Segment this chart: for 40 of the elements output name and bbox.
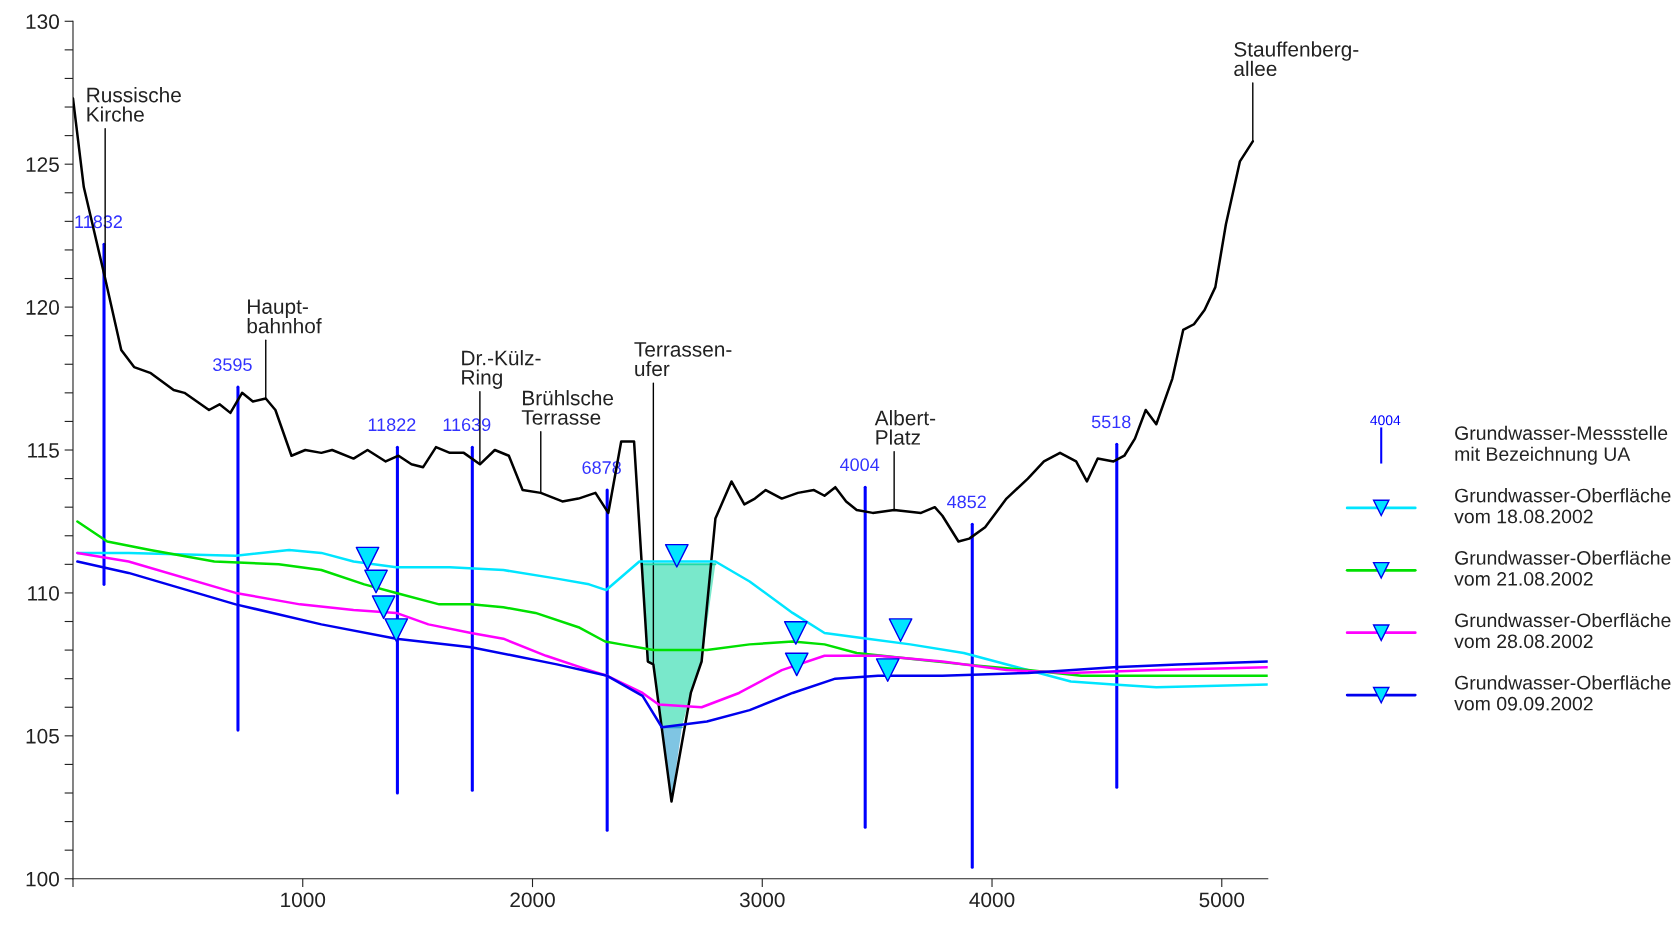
- text: Grundwasser-Messstelle mit Bezeichnung UA: [1455, 425, 1668, 465]
- x-tick-label: 5000: [1199, 892, 1245, 908]
- point: [783, 621, 808, 645]
- y-tick-label: 115: [28, 443, 59, 458]
- series-label: 3595: [213, 358, 252, 372]
- x-tick-label: 3000: [739, 892, 785, 908]
- legend-label: Grundwasser-Oberfläche vom 18.08.2002: [1454, 488, 1671, 524]
- point: [364, 569, 388, 594]
- annotation: Brühlsche Terrasse: [521, 390, 614, 425]
- annotation: Haupt- bahnhof: [247, 299, 322, 334]
- y-tick-label: 110: [28, 585, 59, 601]
- annotation: Terrassen- ufer: [634, 342, 732, 377]
- annotation: Russische Kirche: [87, 87, 181, 122]
- series-label: 11822: [368, 418, 416, 432]
- annotation: Dr.-Külz- Ring: [462, 350, 541, 389]
- point: [664, 543, 689, 568]
- point: [384, 618, 409, 642]
- y-tick-label: 125: [26, 157, 59, 172]
- point: [888, 618, 913, 642]
- x-tick-label: 4000: [969, 892, 1015, 908]
- annotation: Albert- Platz: [874, 410, 936, 445]
- x-tick-label: 1000: [281, 892, 326, 908]
- series-label: 4852: [947, 495, 986, 509]
- text: 4004: [1370, 415, 1401, 426]
- series-label: 5518: [1091, 415, 1131, 429]
- annotation: Stauffenberg- allee: [1234, 41, 1359, 77]
- point: [784, 652, 809, 677]
- line-series: [76, 560, 1268, 729]
- y-tick-label: 105: [26, 728, 59, 744]
- x-tick-label: 2000: [510, 892, 555, 908]
- legend-label: Grundwasser-Oberfläche vom 21.08.2002: [1454, 550, 1671, 586]
- y-tick-label: 120: [26, 300, 59, 315]
- legend-label: Grundwasser-Oberfläche vom 09.09.2002: [1454, 675, 1671, 711]
- legend-label: Grundwasser-Oberfläche vom 28.08.2002: [1454, 612, 1671, 649]
- point: [371, 595, 396, 620]
- y-tick-label: 130: [26, 14, 59, 30]
- point: [875, 658, 900, 682]
- point: [355, 546, 380, 571]
- series-label: 4004: [839, 458, 880, 472]
- y-tick-label: 100: [26, 871, 59, 887]
